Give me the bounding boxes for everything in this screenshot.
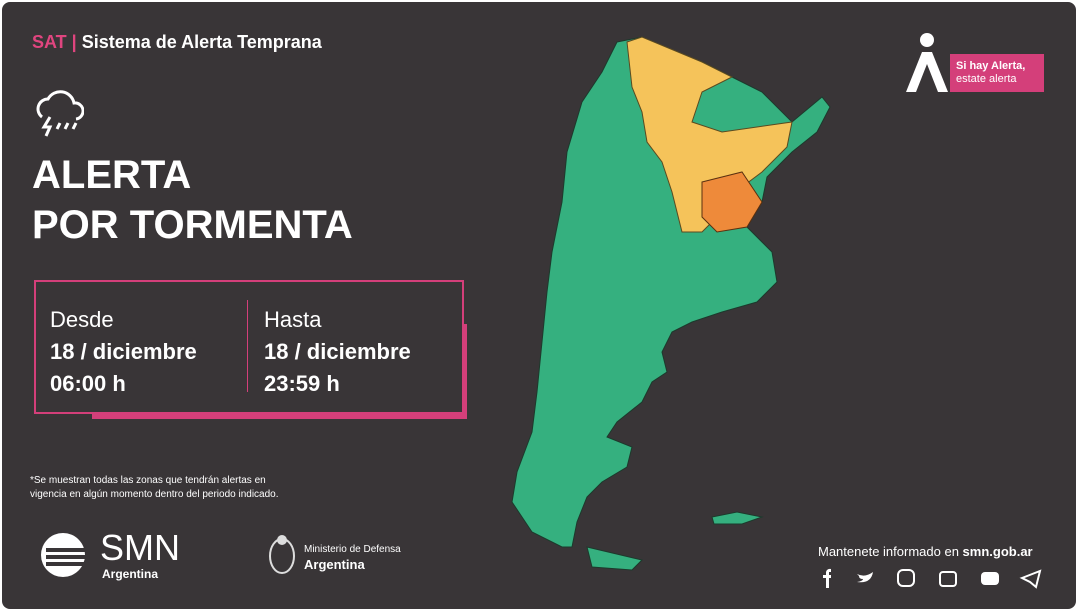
footnote: *Se muestran todas las zonas que tendrán… — [30, 474, 279, 502]
alert-logo — [906, 33, 948, 92]
title-line: ALERTA — [32, 153, 192, 197]
smn-logo-mark — [41, 533, 86, 577]
social-icons — [823, 568, 1042, 589]
to-label: Hasta — [264, 307, 322, 332]
title-line: POR TORMENTA — [32, 203, 353, 247]
footer-site[interactable]: smn.gob.ar — [962, 544, 1033, 559]
ministry-name: Ministerio de Defensa — [304, 544, 401, 555]
igtv-icon[interactable] — [939, 571, 957, 587]
footnote-line: *Se muestran todas las zonas que tendrán… — [30, 475, 266, 486]
period-box — [34, 280, 464, 414]
zone-yellow — [626, 36, 793, 233]
country-green — [511, 36, 831, 548]
smn-name: SMN — [100, 527, 180, 568]
from-label: Desde — [50, 307, 114, 332]
telegram-icon[interactable] — [1019, 569, 1042, 589]
tierra-del-fuego — [586, 546, 643, 571]
ministry-emblem — [269, 535, 295, 574]
header: SAT | Sistema de Alerta Temprana — [32, 32, 322, 52]
badge-line: estate alerta — [956, 73, 1017, 85]
smn-country: Argentina — [102, 567, 159, 581]
to-time: 23:59 h — [264, 371, 340, 396]
alert-title: ALERTA POR TORMENTA — [32, 150, 353, 250]
storm-icon — [36, 90, 84, 137]
to: Hasta 18 / diciembre 23:59 h — [264, 304, 411, 400]
ministry-country: Argentina — [304, 557, 365, 572]
instagram-icon[interactable] — [897, 569, 915, 587]
footer-text: Mantenete informado en smn.gob.ar — [818, 544, 1033, 559]
from-date: 18 / diciembre — [50, 339, 197, 364]
from: Desde 18 / diciembre 06:00 h — [50, 304, 197, 400]
system-name: Sistema de Alerta Temprana — [81, 32, 322, 52]
footer-prefix: Mantenete informado en — [818, 544, 963, 559]
from-time: 06:00 h — [50, 371, 126, 396]
facebook-icon[interactable] — [823, 568, 831, 588]
badge-line: Si hay Alerta, — [956, 60, 1026, 72]
to-date: 18 / diciembre — [264, 339, 411, 364]
malvinas — [711, 511, 764, 525]
youtube-icon[interactable] — [981, 572, 999, 585]
badge: Si hay Alerta, estate alerta — [950, 54, 1044, 92]
sat-label: SAT — [32, 32, 67, 52]
divider — [247, 300, 248, 392]
twitter-icon[interactable] — [857, 572, 873, 583]
zone-orange — [701, 171, 763, 233]
footnote-line: vigencia en algún momento dentro del per… — [30, 489, 279, 500]
